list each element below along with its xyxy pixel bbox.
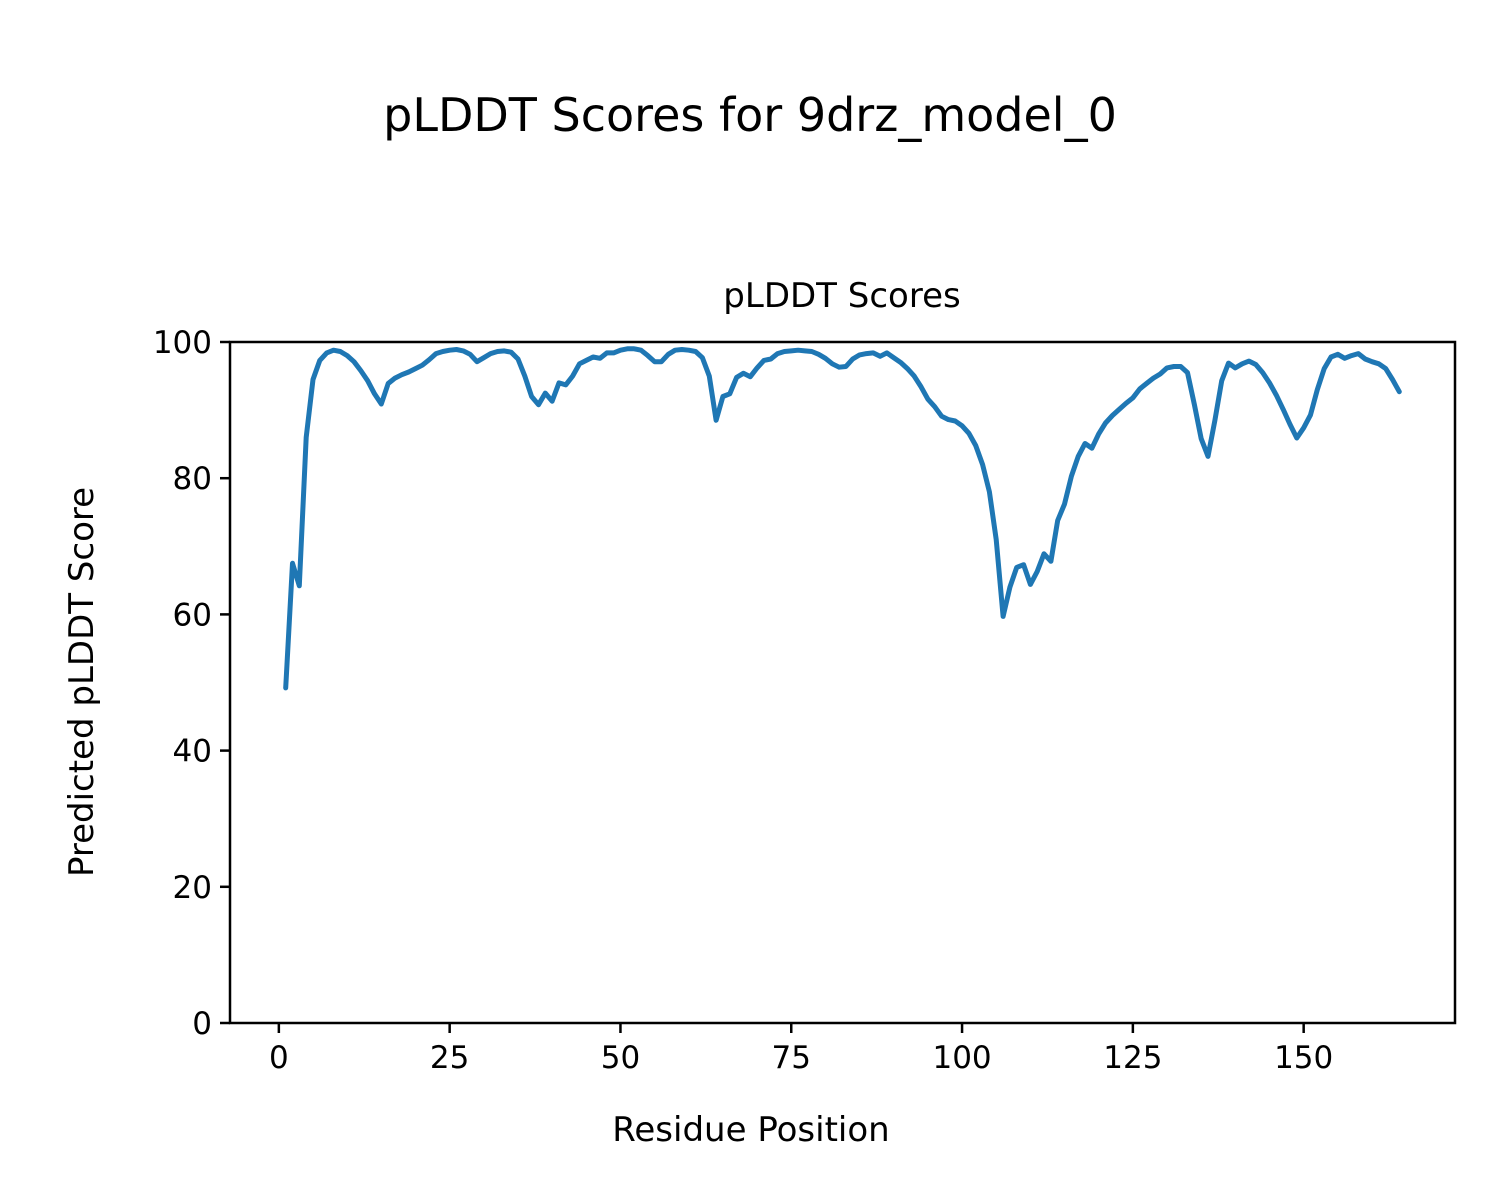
x-tick-label: 25: [430, 1040, 469, 1076]
x-tick-label: 75: [772, 1040, 811, 1076]
x-axis-label: Residue Position: [612, 1110, 890, 1150]
y-tick-label: 60: [173, 597, 212, 633]
x-tick-label: 50: [601, 1040, 640, 1076]
y-tick-label: 80: [173, 461, 212, 497]
axes-frame: [228, 340, 1457, 1025]
axes-title: pLDDT Scores: [723, 276, 961, 316]
x-tick-label: 125: [1103, 1040, 1162, 1076]
plddt-line: [283, 346, 1402, 691]
y-tick-label: 100: [153, 325, 212, 361]
y-tick-label: 40: [173, 734, 212, 770]
x-tick-label: 150: [1274, 1040, 1333, 1076]
y-tick-label: 0: [192, 1006, 212, 1042]
y-tick-label: 20: [173, 870, 212, 906]
figure-title: pLDDT Scores for 9drz_model_0: [383, 88, 1117, 142]
x-tick-label: 100: [932, 1040, 991, 1076]
x-tick-label: 0: [269, 1040, 289, 1076]
